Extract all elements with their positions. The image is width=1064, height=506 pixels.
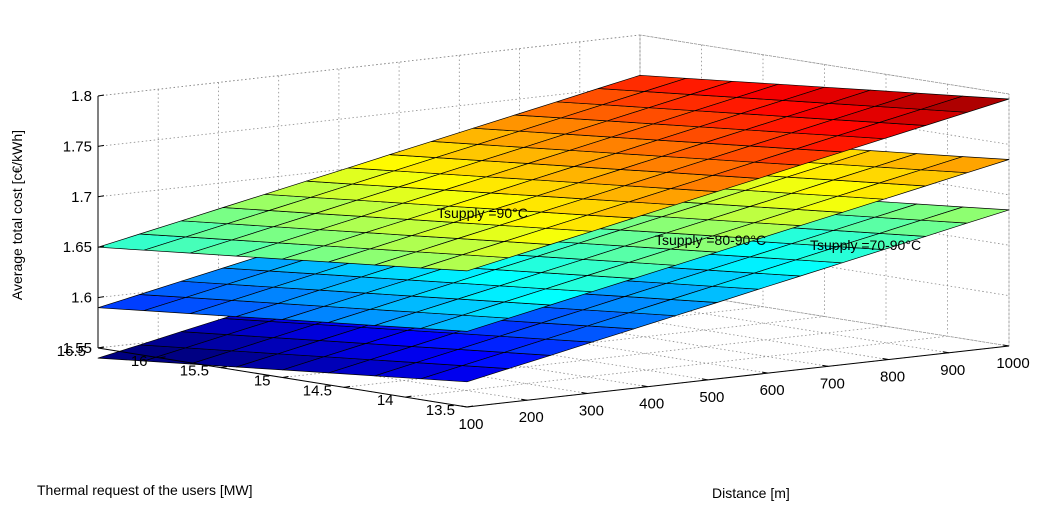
annotation-tsupply-70-90: Tsupply =70-90°C <box>810 237 921 253</box>
y-tick-mark <box>159 356 166 359</box>
annotation-tsupply-90: Tsupply =90°C <box>437 205 528 221</box>
z-tick-mark <box>97 245 105 248</box>
y-tick-label: 15 <box>254 373 271 390</box>
z-tick-mark <box>97 296 105 299</box>
y-tick-label: 15.5 <box>180 363 209 380</box>
x-tick-label: 500 <box>699 389 724 406</box>
x-tick-label: 100 <box>458 416 483 433</box>
x-tick-mark <box>762 371 769 374</box>
x-axis-line <box>466 345 1010 408</box>
x-tick-label: 900 <box>940 362 965 379</box>
z-tick-mark <box>97 94 105 97</box>
grid-line-z <box>97 34 1010 97</box>
x-tick-label: 300 <box>579 402 604 419</box>
y-tick-mark <box>220 366 228 369</box>
grid-line-x <box>398 62 769 374</box>
x-tick-mark <box>521 398 528 401</box>
x-tick-label: 600 <box>760 382 785 399</box>
axes: 1.55 1.6 1.65 1.7 1.75 1.8 13.5 14 14.5 15 15.5 16 1… <box>57 88 1030 433</box>
y-tick-mark <box>97 346 105 349</box>
grid-line-x <box>458 55 829 367</box>
x-tick-label: 200 <box>519 409 544 426</box>
grid-line-x <box>278 75 648 388</box>
x-tick-mark <box>942 351 949 354</box>
z-tick-label: 1.75 <box>63 138 92 155</box>
surfaces <box>97 74 1010 383</box>
y-tick-mark <box>466 405 474 408</box>
z-tick-label: 1.55 <box>63 340 92 357</box>
y-tick-mark <box>405 395 412 398</box>
y-tick-label: 14 <box>377 392 394 409</box>
y-tick-mark <box>282 376 289 378</box>
z-axis-label: Average total cost [c€/kWh] <box>9 130 25 300</box>
x-tick-mark <box>641 385 648 388</box>
y-tick-mark <box>343 385 351 388</box>
x-axis-label: Distance [m] <box>712 485 790 501</box>
x-tick-mark <box>882 358 889 361</box>
z-tick-label: 1.8 <box>71 88 92 105</box>
y-tick-label: 14.5 <box>303 382 332 399</box>
x-tick-label: 800 <box>880 369 905 386</box>
labels: Average total cost [c€/kWh] Thermal requ… <box>9 130 921 501</box>
x-tick-label: 400 <box>639 396 664 413</box>
y-tick-label: 16.5 <box>57 343 86 360</box>
z-tick-label: 1.7 <box>71 189 92 206</box>
y-axis-label: Thermal request of the users [MW] <box>37 482 253 498</box>
z-tick-mark <box>97 144 105 147</box>
x-tick-mark <box>581 391 588 394</box>
y-tick-label: 16 <box>131 353 148 370</box>
x-tick-label: 1000 <box>996 355 1029 372</box>
annotation-tsupply-80-90: Tsupply =80-90°C <box>655 232 766 248</box>
z-tick-label: 1.6 <box>71 290 92 307</box>
grid-line-x <box>338 68 708 381</box>
y-tick-label: 13.5 <box>426 402 455 419</box>
x-tick-label: 700 <box>820 375 845 392</box>
x-tick-mark <box>701 378 708 381</box>
surface-cell <box>920 156 1010 174</box>
surface-cell <box>920 206 1010 224</box>
surface-0 <box>97 74 1010 272</box>
surface-cell <box>920 95 1010 113</box>
grid-edge <box>97 34 641 97</box>
x-tick-mark <box>822 364 829 367</box>
z-tick-mark <box>97 195 105 198</box>
x-tick-mark <box>460 405 468 408</box>
z-tick-label: 1.65 <box>63 239 92 256</box>
x-tick-mark <box>1002 344 1010 347</box>
